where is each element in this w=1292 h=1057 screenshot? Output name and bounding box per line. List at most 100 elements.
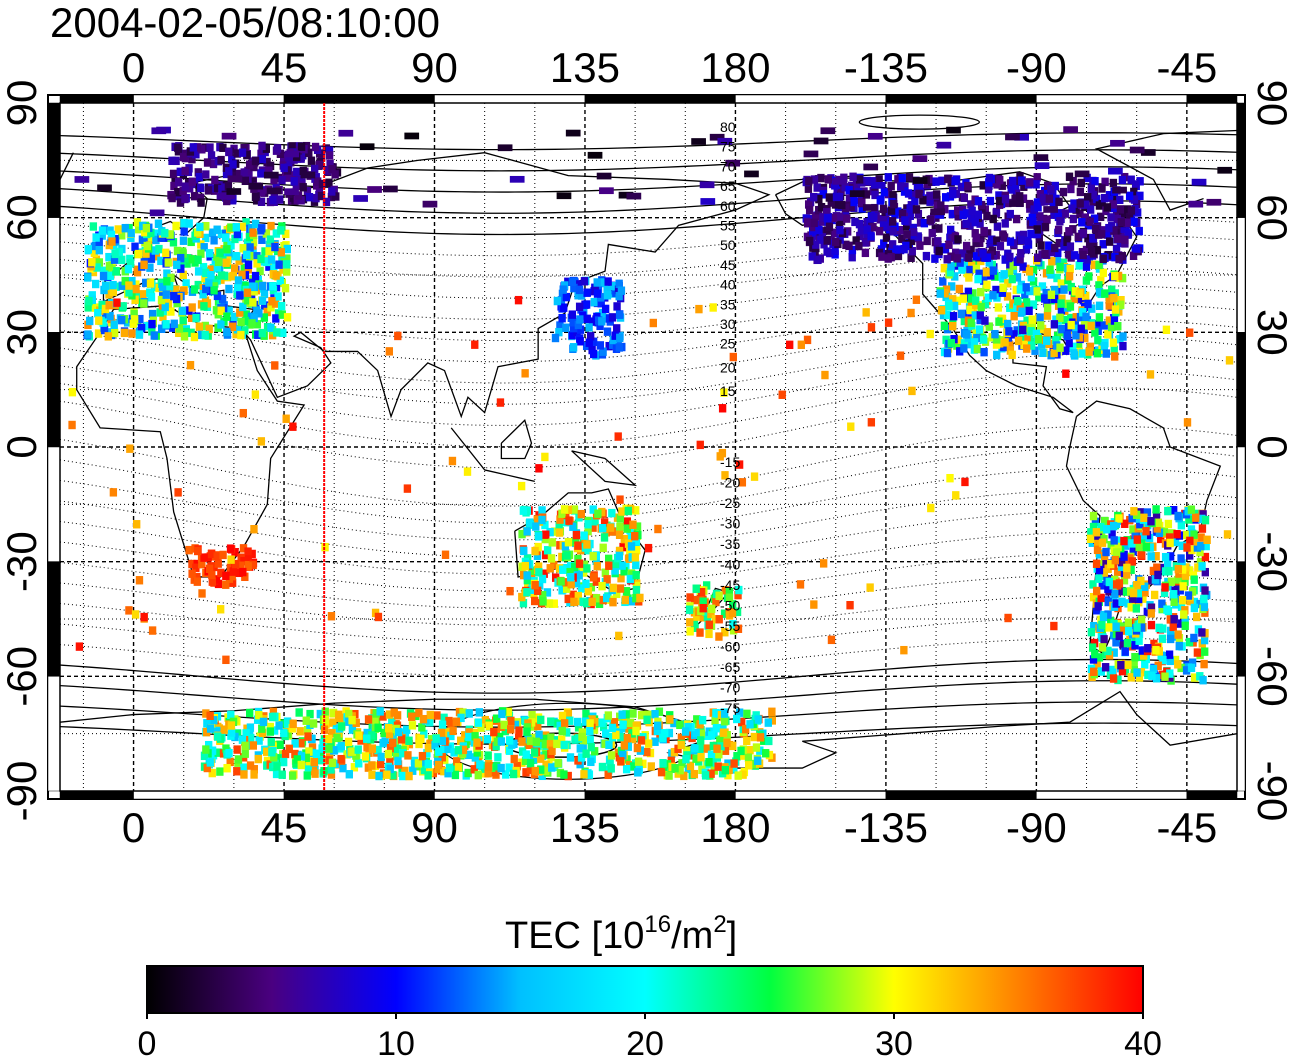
- tec-cell: [84, 330, 92, 339]
- tec-cell: [541, 550, 550, 560]
- tec-cell: [394, 331, 402, 341]
- bottom-lon-label: -45: [1156, 804, 1217, 851]
- tec-cell: [471, 732, 479, 741]
- tec-cell: [1152, 552, 1160, 561]
- tec-cell: [226, 544, 235, 553]
- tec-cell: [743, 709, 751, 719]
- tec-cell: [1051, 181, 1059, 191]
- tec-cell: [936, 141, 952, 149]
- tec-cell: [493, 714, 501, 723]
- tec-cell: [1135, 594, 1143, 604]
- tec-cell: [305, 148, 313, 158]
- tec-cell: [1151, 575, 1160, 584]
- tec-cell: [350, 763, 359, 772]
- tec-cell: [1097, 593, 1105, 603]
- tec-cell: [1090, 621, 1098, 631]
- tec-cell: [504, 707, 513, 717]
- tec-cell: [562, 584, 571, 593]
- tec-cell: [515, 726, 523, 735]
- tec-cell: [490, 727, 498, 737]
- tec-cell: [174, 178, 183, 187]
- tec-cell: [1101, 559, 1110, 569]
- mag-lat-label: -20: [720, 475, 740, 491]
- tec-cell: [210, 286, 218, 295]
- tec-cell: [968, 206, 976, 216]
- tec-cell: [1115, 254, 1123, 264]
- tec-cell: [162, 248, 170, 258]
- tec-cell: [984, 293, 993, 302]
- tec-cell: [1223, 530, 1232, 539]
- tec-cell: [1034, 203, 1042, 212]
- tec-cell: [714, 762, 722, 771]
- tec-cell: [461, 731, 469, 740]
- tec-cell: [1123, 563, 1131, 573]
- tec-cell: [1090, 638, 1099, 648]
- bottom-lon-label: 45: [261, 804, 308, 851]
- tec-cell: [869, 223, 877, 232]
- tec-cell: [130, 309, 138, 319]
- tec-cell: [967, 318, 975, 328]
- tec-cell: [1053, 273, 1061, 283]
- tec-cell: [1160, 527, 1169, 536]
- tec-cell: [1178, 565, 1187, 574]
- tec-cell: [132, 280, 140, 289]
- tec-cell: [1124, 618, 1133, 627]
- tec-cell: [223, 238, 231, 247]
- tec-cell: [598, 718, 606, 727]
- tec-cell: [615, 343, 623, 352]
- tec-cell: [1104, 610, 1112, 619]
- tec-cell: [471, 753, 480, 762]
- tec-cell: [1105, 223, 1113, 233]
- tec-cell: [105, 301, 113, 310]
- tec-cell: [385, 710, 394, 719]
- tec-cell: [1187, 525, 1196, 534]
- tec-cell: [167, 273, 175, 283]
- tec-cell: [457, 713, 465, 723]
- tec-cell: [1139, 594, 1147, 603]
- tec-cell: [1101, 177, 1109, 187]
- tec-cell: [131, 295, 139, 304]
- tec-cell: [547, 717, 555, 726]
- tec-cell: [185, 184, 194, 193]
- tec-cell: [318, 179, 327, 189]
- tec-cell: [584, 587, 592, 596]
- tec-cell: [1001, 255, 1009, 264]
- tec-cell: [1132, 199, 1141, 209]
- tec-cell: [611, 331, 619, 340]
- tec-cell: [974, 274, 982, 284]
- tec-cell: [564, 709, 573, 718]
- tec-cell: [896, 351, 905, 360]
- tec-cell: [526, 765, 535, 775]
- tec-cell: [821, 370, 829, 380]
- tec-cell: [618, 561, 626, 570]
- tec-cell: [575, 571, 583, 580]
- tec-cell: [205, 740, 213, 750]
- tec-cell: [1175, 619, 1183, 628]
- colorbar-ramp: [146, 965, 1144, 1014]
- tec-cell: [888, 217, 897, 226]
- tec-cell: [148, 626, 157, 635]
- tec-cell: [431, 741, 439, 750]
- tec-cell: [960, 193, 969, 203]
- tec-cell: [241, 176, 250, 186]
- tec-cell: [580, 531, 588, 540]
- tec-cell: [594, 509, 602, 518]
- tec-cell: [219, 143, 227, 152]
- tec-cell: [954, 235, 962, 244]
- tec-cell: [1138, 623, 1146, 632]
- tec-cell: [109, 280, 117, 290]
- tec-cell: [1058, 294, 1066, 303]
- tec-cell: [327, 770, 336, 779]
- tec-cell: [379, 712, 387, 721]
- tec-cell: [538, 506, 546, 515]
- tec-cell: [239, 544, 248, 553]
- tec-cell: [1029, 300, 1038, 309]
- tec-cell: [584, 526, 592, 536]
- tec-cell: [976, 238, 984, 248]
- tec-cell: [529, 754, 537, 763]
- tec-cell: [657, 767, 666, 777]
- tec-cell: [965, 253, 973, 262]
- tec-cell: [1186, 328, 1194, 337]
- tec-cell: [1089, 233, 1097, 243]
- tec-cell: [249, 247, 257, 256]
